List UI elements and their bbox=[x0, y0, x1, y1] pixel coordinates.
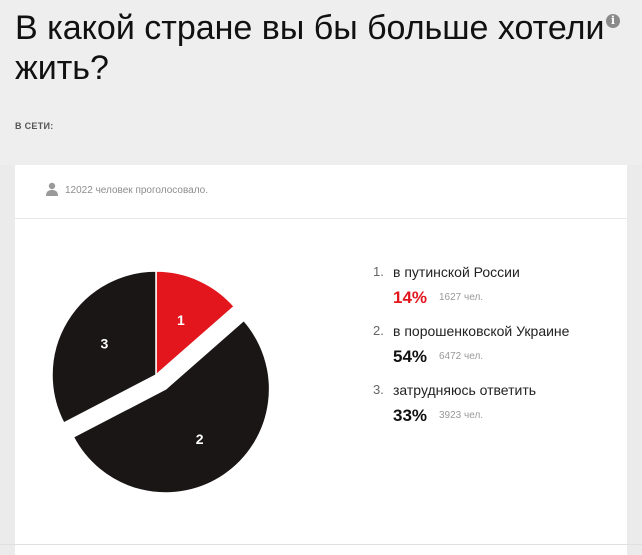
legend-count: 3923 чел. bbox=[439, 410, 484, 421]
pie-slice-2 bbox=[72, 319, 271, 494]
legend-count: 1627 чел. bbox=[439, 292, 484, 303]
legend-label: в путинской России bbox=[393, 264, 520, 280]
legend-number: 1. bbox=[373, 264, 384, 279]
legend-number: 2. bbox=[373, 323, 384, 338]
poll-card: 12022 человек проголосовало. 1 2 3 1. в пу… bbox=[15, 165, 627, 555]
poll-header: В какой стране вы бы больше хотели жить?… bbox=[0, 0, 642, 165]
pie-chart: 1 2 3 bbox=[51, 270, 271, 494]
online-label: В СЕТИ: bbox=[15, 121, 54, 131]
divider bbox=[15, 218, 627, 219]
pie-slice-1 bbox=[155, 270, 236, 377]
chart-legend: 1. в путинской России 14% 1627 чел. 2. в… bbox=[373, 262, 627, 439]
legend-percent: 54% bbox=[393, 347, 428, 366]
legend-number: 3. bbox=[373, 382, 384, 397]
legend-count: 6472 чел. bbox=[439, 351, 484, 362]
pie-slice-label: 3 bbox=[101, 336, 109, 352]
pie-slice-label: 2 bbox=[196, 431, 204, 447]
voters-text: 12022 человек проголосовало. bbox=[65, 185, 208, 196]
info-icon[interactable]: i bbox=[606, 14, 620, 28]
legend-item-1: 1. в путинской России 14% 1627 чел. bbox=[373, 262, 627, 321]
pie-slice-label: 1 bbox=[177, 312, 185, 328]
pie-slice-3 bbox=[51, 270, 157, 424]
legend-item-2: 2. в порошенковской Украине 54% 6472 чел… bbox=[373, 321, 627, 380]
bottom-divider bbox=[0, 544, 642, 545]
legend-percent: 14% bbox=[393, 288, 428, 307]
legend-label: затрудняюсь ответить bbox=[393, 382, 537, 398]
legend-percent: 33% bbox=[393, 406, 428, 425]
legend-label: в порошенковской Украине bbox=[393, 323, 570, 339]
poll-title: В какой стране вы бы больше хотели жить? bbox=[15, 9, 605, 87]
user-icon bbox=[46, 182, 58, 196]
legend-item-3: 3. затрудняюсь ответить 33% 3923 чел. bbox=[373, 380, 627, 439]
